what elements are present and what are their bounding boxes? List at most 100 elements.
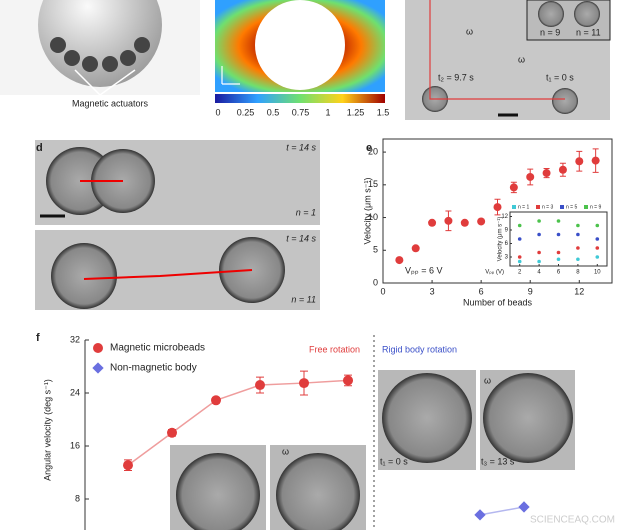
x-axis-label: Number of beads	[463, 297, 533, 307]
legend-label: n = 9	[590, 204, 601, 210]
annotation: Vₚₚ = 6 V	[405, 265, 442, 275]
point	[460, 218, 469, 227]
series-line	[479, 506, 525, 516]
legend-swatch	[584, 205, 588, 209]
point	[576, 257, 580, 262]
y-tick-label: 5	[373, 245, 378, 255]
point	[299, 378, 309, 389]
point	[537, 219, 541, 223]
point	[517, 237, 522, 241]
y-tick-label: 15	[368, 179, 378, 189]
point	[123, 460, 133, 471]
point	[575, 157, 584, 166]
inset-x-tick-label: 8	[576, 270, 580, 276]
point	[517, 259, 522, 264]
point	[595, 246, 600, 250]
x-tick-label: 0	[380, 286, 385, 296]
colorbar-tick: 0.5	[267, 107, 280, 117]
inset-y-tick-label: 3	[505, 255, 509, 261]
colorbar-tick: 1.25	[347, 107, 365, 117]
point	[509, 183, 518, 192]
x-tick-label: 9	[528, 286, 533, 296]
colorbar-tick: 0.25	[237, 107, 255, 117]
point	[537, 232, 541, 237]
legend-swatch	[512, 205, 516, 209]
point	[576, 246, 580, 250]
y-axis-label: Velocity (μm s⁻¹)	[362, 178, 372, 245]
inset-y-tick-label: 12	[501, 214, 508, 220]
image-label: t₁ = 0 s	[380, 456, 408, 466]
inset-x-tick-label: 6	[557, 270, 561, 276]
y-tick-label: 8	[75, 493, 80, 503]
point	[537, 259, 541, 264]
plot-frame	[382, 138, 613, 284]
point	[167, 427, 177, 438]
legend-swatch	[560, 205, 564, 209]
x-tick-label: 6	[479, 286, 484, 296]
inset-y-label: Velocity (μm s⁻¹)	[498, 217, 504, 262]
image-label: ω	[484, 375, 491, 385]
legend-swatch	[536, 205, 540, 209]
inset-x-tick-label: 4	[537, 270, 541, 276]
point	[591, 156, 600, 165]
point	[211, 395, 221, 406]
y-tick-label: 16	[70, 440, 80, 450]
legend-label: n = 1	[518, 204, 529, 210]
image-label: t₂ = 9.7 s	[438, 72, 474, 82]
y-tick-label: 0	[373, 277, 378, 287]
point	[428, 218, 437, 227]
point	[556, 257, 561, 262]
point	[411, 244, 420, 253]
image-label: ω	[466, 26, 473, 36]
image-label: ω	[518, 54, 525, 64]
caption: Magnetic actuators	[72, 98, 149, 108]
inset-y-tick-label: 6	[505, 241, 509, 247]
legend-label: n = 3	[542, 204, 553, 210]
colorbar-tick: 1	[325, 107, 330, 117]
point	[595, 223, 600, 228]
inset-x-tick-label: 2	[518, 270, 522, 276]
y-tick-label: 10	[368, 212, 378, 222]
point	[517, 255, 522, 259]
image-label: t₃ = 13 s	[481, 456, 515, 466]
x-tick-label: 12	[574, 286, 584, 296]
image-label: ω	[282, 446, 289, 456]
point	[576, 232, 580, 237]
point	[518, 501, 530, 513]
x-tick-label: 3	[430, 286, 435, 296]
legend-label: n = 5	[566, 204, 577, 210]
point	[595, 255, 600, 259]
point	[343, 375, 353, 386]
point	[493, 203, 502, 212]
image-label: n = 11	[576, 27, 601, 37]
colorbar-tick: 0	[215, 107, 220, 117]
point	[537, 250, 541, 255]
colorbar-tick: 0.75	[292, 107, 310, 117]
point	[542, 169, 551, 178]
panel-label: d	[36, 142, 43, 154]
point	[444, 216, 453, 225]
point	[474, 509, 486, 521]
point	[595, 237, 600, 241]
panel-label: e	[366, 142, 372, 154]
image-label: t = 14 s	[286, 142, 316, 152]
image-label: t₁ = 0 s	[546, 72, 574, 82]
y-tick-label: 32	[70, 334, 80, 344]
point	[395, 256, 404, 265]
panel-d-images	[35, 140, 320, 310]
series-line	[127, 379, 349, 466]
panel-label: f	[36, 332, 40, 344]
y-axis-label: Angular velocity (deg s⁻¹)	[42, 379, 52, 481]
inset-y-tick-label: 9	[505, 228, 509, 234]
watermark: SCIENCEAQ.COM	[530, 515, 615, 526]
legend-label: Non-magnetic body	[110, 363, 197, 374]
y-tick-label: 20	[368, 146, 378, 156]
image-label: n = 9	[540, 27, 560, 37]
point	[576, 223, 580, 228]
point	[556, 219, 561, 223]
legend-marker	[93, 343, 103, 353]
point	[517, 223, 522, 228]
image-label: n = 1	[296, 207, 316, 217]
y-tick-label: 24	[70, 387, 80, 397]
